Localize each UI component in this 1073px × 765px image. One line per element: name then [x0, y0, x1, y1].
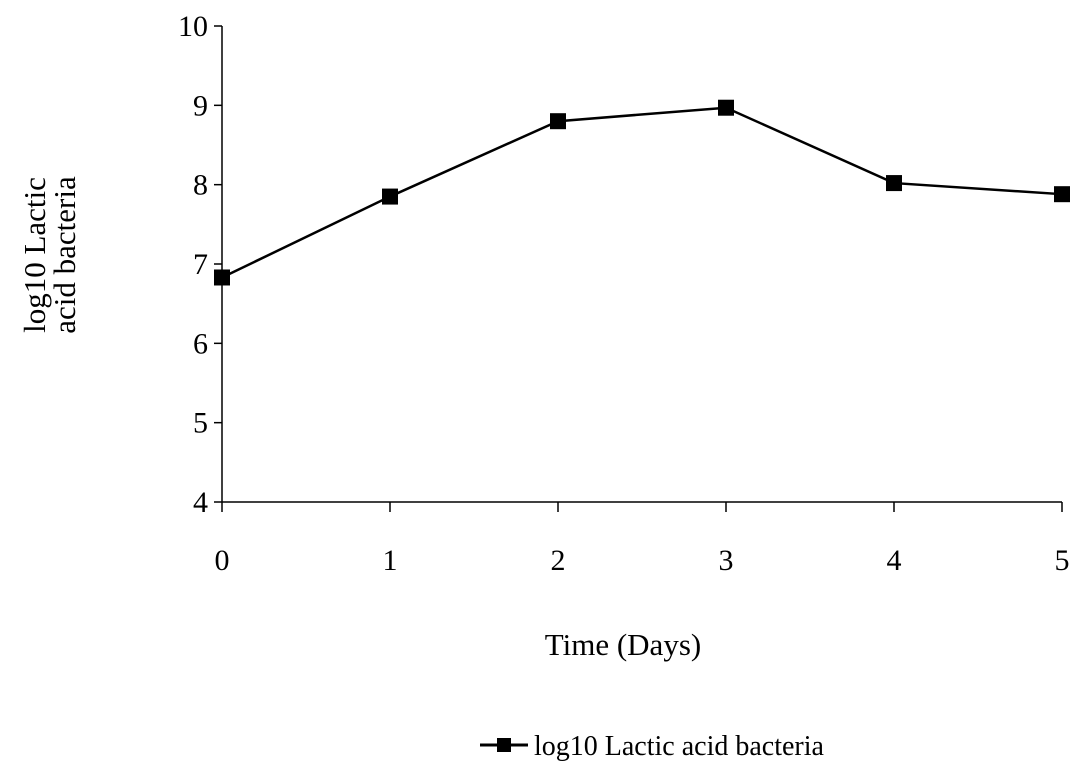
x-tick-label: 4 [887, 544, 902, 577]
y-tick-label: 4 [193, 486, 208, 519]
x-tick-label: 1 [383, 544, 398, 577]
y-axis-title: log10 Lactic acid bacteria [17, 176, 82, 334]
x-axis-ticks: 0 1 2 3 4 5 [215, 502, 1070, 577]
legend-label: log10 Lactic acid bacteria [534, 731, 825, 762]
y-tick-label: 5 [193, 407, 208, 440]
x-tick-label: 2 [551, 544, 566, 577]
axes [221, 26, 1062, 503]
data-point-marker [1054, 186, 1070, 203]
y-axis-title-line-2: acid bacteria [47, 176, 82, 334]
data-point-marker [382, 188, 398, 205]
legend: log10 Lactic acid bacteria [480, 731, 825, 762]
x-tick-label: 3 [719, 544, 734, 577]
y-tick-label: 7 [193, 248, 208, 281]
y-tick-label: 9 [193, 89, 208, 122]
data-point-marker [550, 113, 566, 130]
y-tick-label: 6 [193, 327, 208, 360]
series-line [221, 106, 1063, 279]
data-point-marker [718, 99, 734, 116]
x-axis-title: Time (Days) [545, 627, 701, 662]
x-tick-label: 0 [215, 544, 230, 577]
legend-marker [497, 738, 511, 752]
x-tick-label: 5 [1055, 544, 1070, 577]
data-point-marker [214, 269, 230, 286]
y-tick-label: 10 [178, 10, 208, 43]
data-point-marker [886, 175, 902, 192]
series-layer [214, 99, 1070, 286]
y-tick-label: 8 [193, 169, 208, 202]
y-axis-title-line-1: log10 Lactic [17, 177, 52, 333]
y-axis-ticks: 4 5 6 7 8 9 10 [178, 10, 222, 519]
